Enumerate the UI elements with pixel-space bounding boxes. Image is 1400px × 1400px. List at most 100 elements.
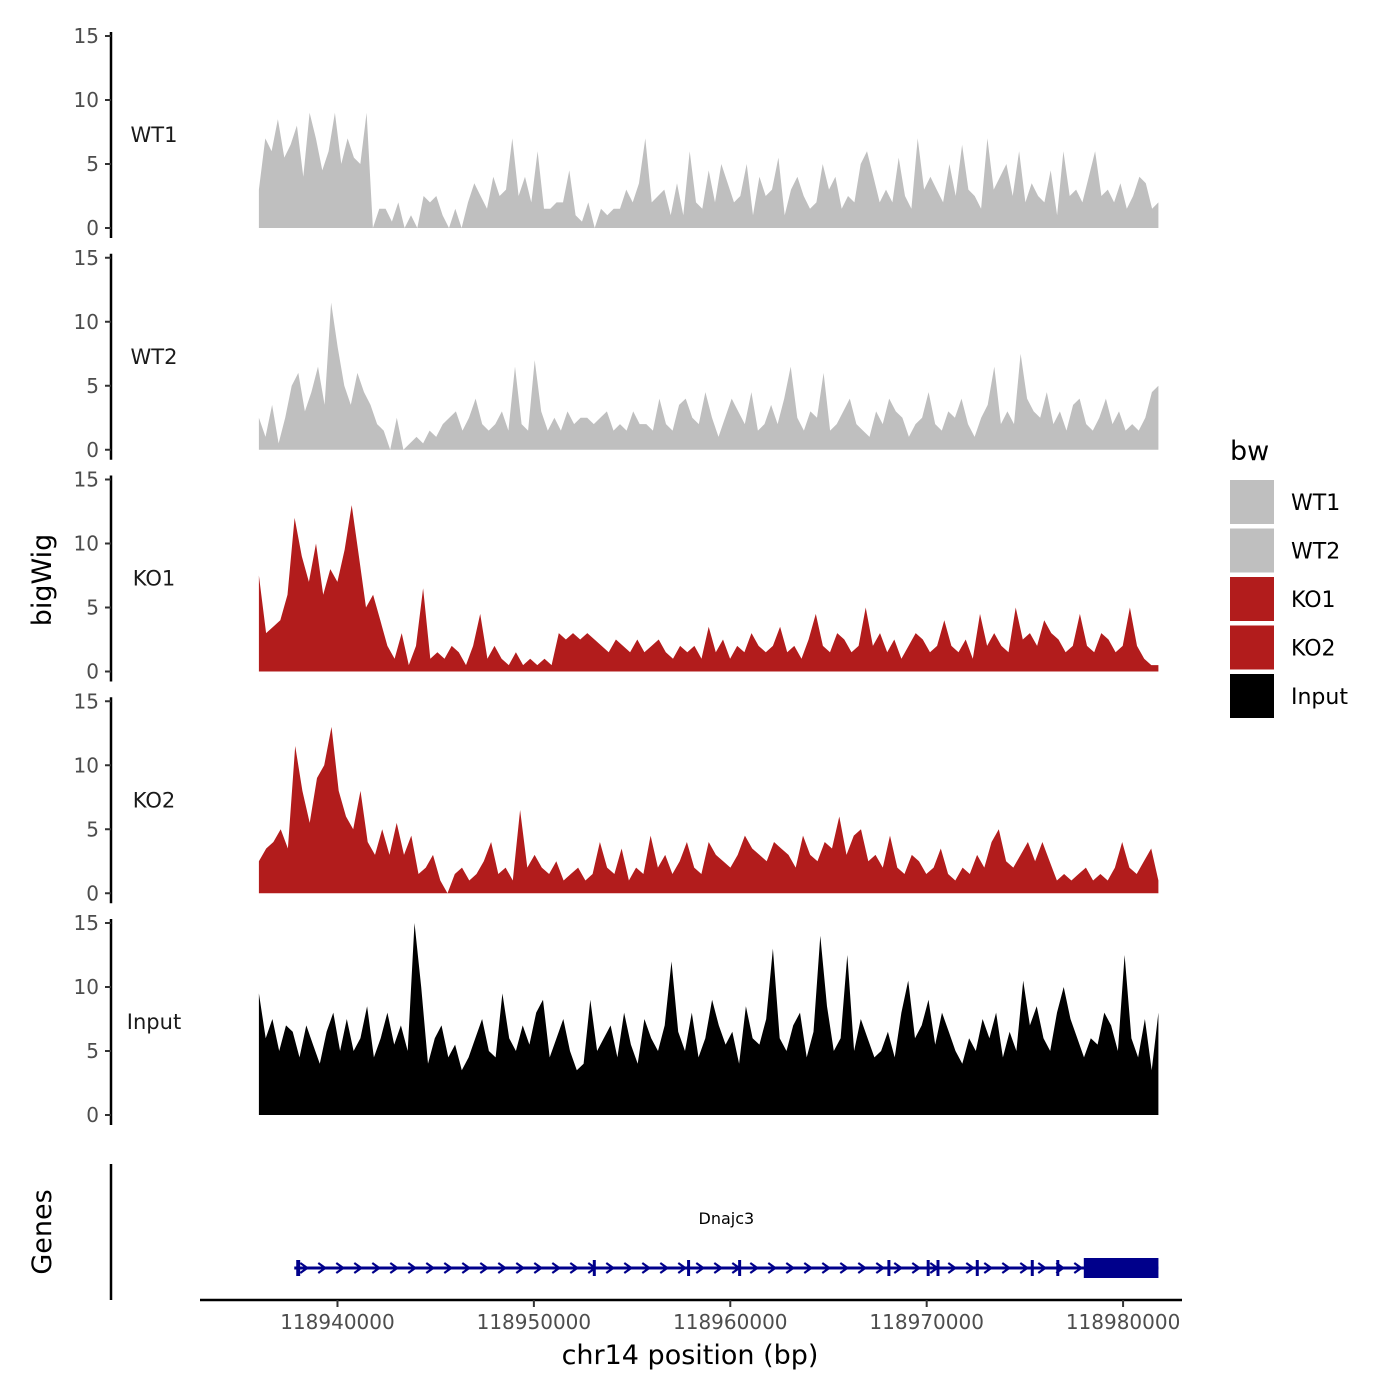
gene-exon [1030,1260,1034,1276]
track-wt1-coverage-area [258,112,1159,228]
track-wt2-coverage-area [258,302,1159,450]
gene-panel: Genes Dnajc3 [27,1164,1159,1300]
track-ko2-y-tick-label: 0 [86,881,99,905]
legend-label: WT1 [1291,491,1340,516]
gene-strand-arrow [1019,1262,1030,1274]
track-wt2: 0 5 10 15 WT2 [74,246,1159,462]
gene-strand-arrow [785,1262,796,1274]
gene-strand-arrow [875,1262,886,1274]
track-wt2-y-tick-label: 10 [74,310,99,334]
track-wt2-y-tick-label: 5 [86,374,99,398]
gene-strand-arrow [767,1262,778,1274]
track-input-label: Input [127,1010,181,1034]
track-input-y-tick-label: 10 [74,975,99,999]
legend-entry-input: Input [1230,674,1348,718]
track-ko1-y-tick-label: 5 [86,596,99,620]
track-ko2: 0 5 10 15 KO2 [74,689,1159,905]
x-axis-tick-label: 118940000 [280,1310,395,1334]
gene-strand-arrow [1037,1262,1048,1274]
legend-swatch [1230,625,1274,670]
gene-strand-arrow [893,1262,904,1274]
gene-strand-arrow [857,1262,868,1274]
bigwig-tracks: 0 5 10 15 WT1 0 5 10 15 WT2 0 5 10 15 KO1 0 5 10 15 KO2 0 5 10… [74,24,1159,1127]
legend-label: WT2 [1291,540,1340,565]
gene-strand-arrow [1001,1262,1012,1274]
legend-swatch [1230,528,1274,573]
track-wt2-y-tick-label: 15 [74,246,99,270]
legend-entry-wt1: WT1 [1230,480,1340,524]
x-axis-tick-label: 118950000 [477,1310,592,1334]
gene-strand-arrow [695,1262,706,1274]
track-wt1-y-tick-label: 10 [74,88,99,112]
gene-strand-arrow [551,1262,562,1274]
x-axis-tick-label: 118980000 [1066,1310,1181,1334]
x-axis-title: chr14 position (bp) [562,1340,819,1371]
track-input: 0 5 10 15 Input [74,911,1159,1127]
x-axis-tick-label: 118960000 [673,1310,788,1334]
gene-strand-arrow [371,1262,382,1274]
track-ko1: 0 5 10 15 KO1 [74,468,1159,684]
gene-strand-arrow [749,1262,760,1274]
gene-strand-arrow [839,1262,850,1274]
legend-entry-wt2: WT2 [1230,528,1340,573]
track-wt1-y-tick-label: 0 [86,216,99,240]
x-axis-tick-label: 118970000 [869,1310,984,1334]
gene-strand-arrow [947,1262,958,1274]
track-ko2-y-tick-label: 15 [74,689,99,713]
track-wt2-label: WT2 [131,345,178,369]
gene-strand-arrow [335,1262,346,1274]
gene-exon [975,1260,979,1276]
gene-strand-arrow [317,1262,328,1274]
gene-exon [1083,1258,1159,1278]
track-input-y-tick-label: 15 [74,911,99,935]
legend-title: bw [1230,436,1269,467]
y-axis-title-group: bigWig [27,534,58,627]
gene-strand-arrow [353,1262,364,1274]
gene-exon [936,1260,940,1276]
gene-strand-arrow [803,1262,814,1274]
gene-exon [592,1260,596,1276]
x-axis: 118940000 118950000 118960000 118970000 1189… [200,1298,1182,1371]
track-wt1-y-tick-label: 15 [74,24,99,48]
gene-strand-arrow [515,1262,526,1274]
track-ko1-y-tick-label: 10 [74,532,99,556]
track-ko1-coverage-area [258,505,1159,672]
gene-strand-arrow [569,1262,580,1274]
track-input-y-tick-label: 0 [86,1103,99,1127]
gene-name-label: Dnajc3 [699,1209,755,1228]
gene-strand-arrow [983,1262,994,1274]
gene-strand-arrow [605,1262,616,1274]
legend-swatch [1230,674,1274,718]
track-ko2-y-tick-label: 5 [86,817,99,841]
track-wt1: 0 5 10 15 WT1 [74,24,1159,240]
legend-label: Input [1291,685,1348,710]
track-input-y-tick-label: 5 [86,1039,99,1063]
track-input-coverage-area [258,923,1159,1115]
gene-exon [926,1260,930,1276]
legend-entries: WT1 WT2 KO1 KO2 Input [1230,480,1348,718]
gene-strand-arrow [623,1262,634,1274]
gene-exon [687,1260,691,1276]
gene-strand-arrow [641,1262,652,1274]
gene-strand-arrow [497,1262,508,1274]
gene-dnajc3: Dnajc3 [294,1209,1159,1278]
gene-strand-arrow [389,1262,400,1274]
track-ko1-y-tick-label: 0 [86,660,99,684]
x-axis-ticks: 118940000 118950000 118960000 118970000 1189… [280,1300,1180,1334]
legend-label: KO2 [1291,637,1336,662]
gene-strand-arrow [425,1262,436,1274]
gene-strand-arrow [461,1262,472,1274]
y-axis-title: bigWig [27,534,58,627]
gene-models: Dnajc3 [294,1209,1159,1278]
legend-entry-ko1: KO1 [1230,577,1336,621]
gene-exon [296,1260,301,1276]
legend-swatch [1230,577,1274,621]
track-wt1-label: WT1 [131,123,178,147]
gene-exon [1056,1260,1060,1276]
track-ko2-coverage-area [258,726,1159,894]
gene-strand-arrow [821,1262,832,1274]
gene-exon [887,1260,891,1276]
gene-axis-title: Genes [27,1189,58,1274]
gene-strand-arrow [911,1262,922,1274]
